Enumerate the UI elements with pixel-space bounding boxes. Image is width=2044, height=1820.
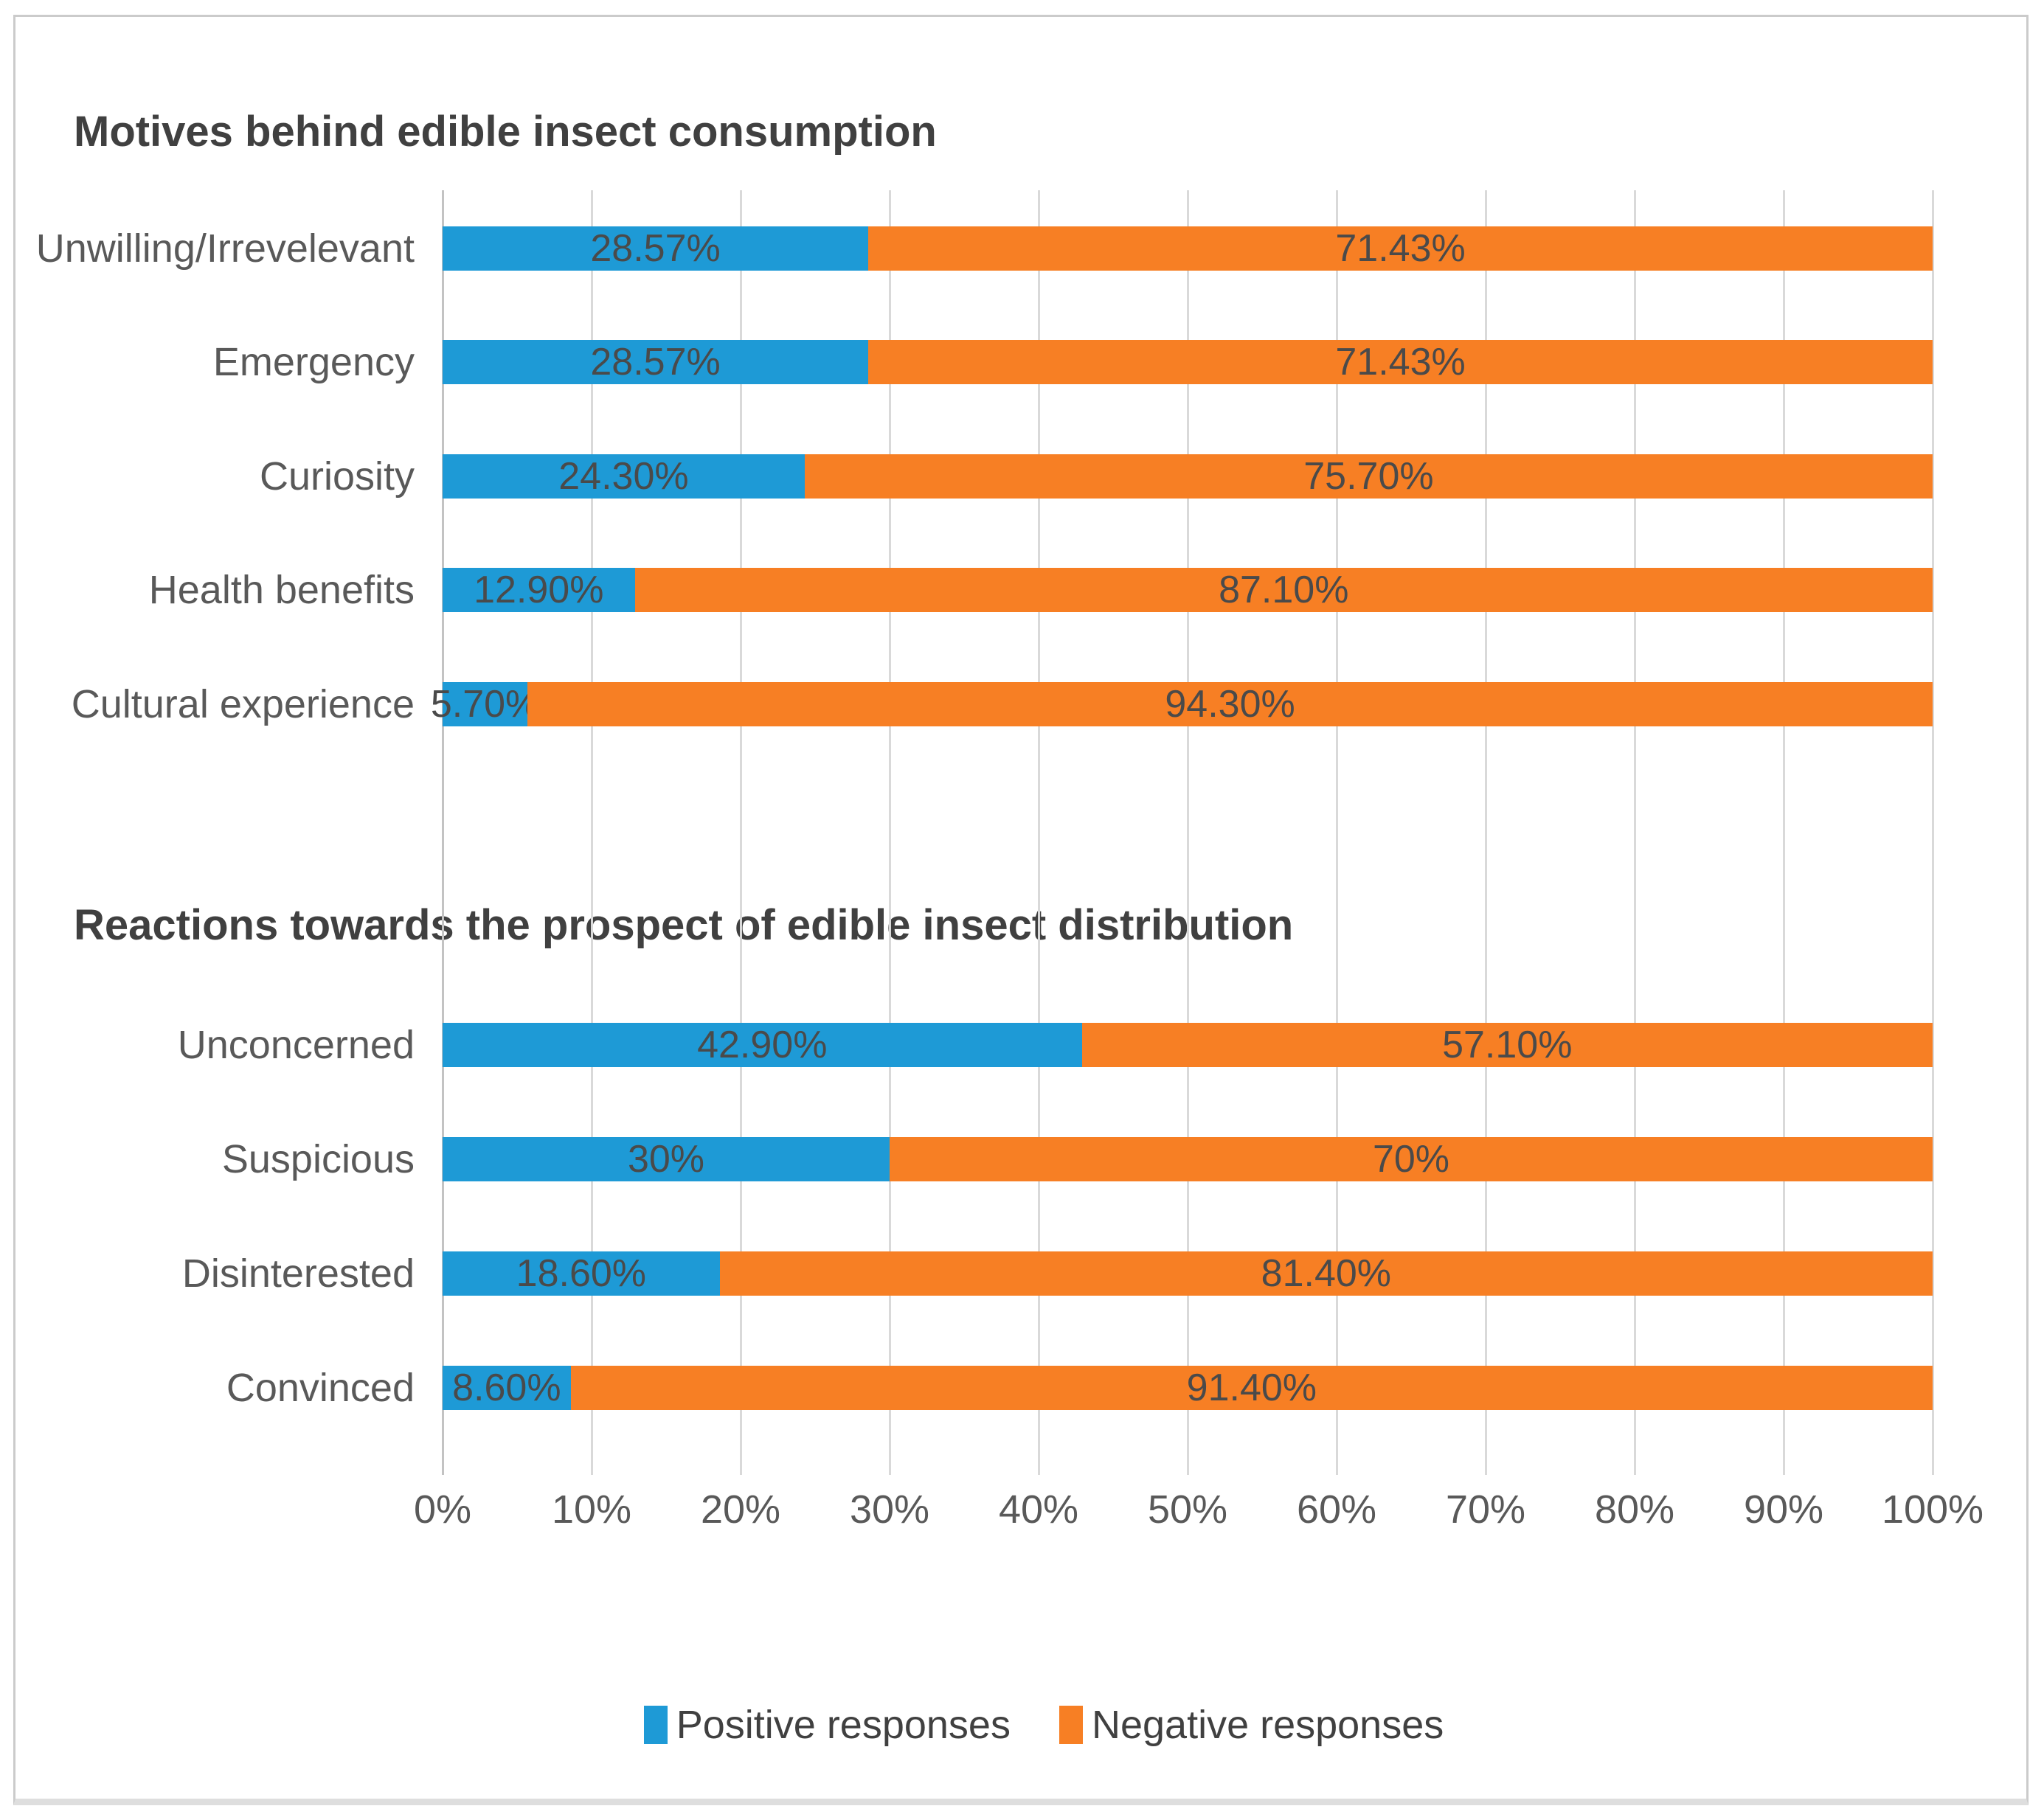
positive-value-label: 30% xyxy=(627,1138,705,1181)
negative-bar-segment: 91.40% xyxy=(570,1366,1933,1410)
positive-bar-segment: 28.57% xyxy=(443,226,869,271)
negative-value-label: 81.40% xyxy=(1261,1252,1392,1295)
x-tick-label: 90% xyxy=(1743,1487,1824,1532)
positive-bar-segment: 5.70% xyxy=(431,682,539,726)
positive-bar-segment: 30% xyxy=(443,1137,890,1181)
positive-value-label: 18.60% xyxy=(516,1252,647,1295)
gridline xyxy=(1038,190,1040,1475)
positive-bar-segment: 12.90% xyxy=(443,568,635,612)
category-label: Convinced xyxy=(226,1366,415,1410)
negative-bar-segment: 81.40% xyxy=(719,1251,1933,1296)
x-tick-label: 100% xyxy=(1881,1487,1984,1532)
gridline xyxy=(1485,190,1487,1475)
legend-item-negative: Negative responses xyxy=(1059,1705,1444,1745)
gridline xyxy=(1932,190,1934,1475)
positive-value-label: 12.90% xyxy=(474,569,604,611)
negative-value-label: 57.10% xyxy=(1442,1024,1573,1066)
x-tick-label: 60% xyxy=(1296,1487,1377,1532)
negative-bar-segment: 71.43% xyxy=(868,226,1933,271)
gridline xyxy=(1634,190,1636,1475)
negative-bar-segment: 87.10% xyxy=(634,568,1933,612)
negative-value-label: 71.43% xyxy=(1335,227,1466,270)
legend-label-positive: Positive responses xyxy=(676,1703,1011,1747)
category-label: Disinterested xyxy=(181,1251,415,1296)
gridline xyxy=(1336,190,1338,1475)
positive-value-label: 42.90% xyxy=(697,1024,828,1066)
negative-bar-segment: 71.43% xyxy=(868,340,1933,384)
legend-label-negative: Negative responses xyxy=(1091,1703,1444,1747)
negative-value-label: 87.10% xyxy=(1219,569,1349,611)
category-label: Unconcerned xyxy=(177,1023,415,1067)
x-tick-label: 30% xyxy=(849,1487,930,1532)
gridline xyxy=(1783,190,1785,1475)
positive-bar-segment: 8.60% xyxy=(443,1366,571,1410)
category-label: Unwilling/Irrevelevant xyxy=(35,226,415,271)
x-tick-label: 10% xyxy=(551,1487,632,1532)
negative-value-label: 91.40% xyxy=(1186,1366,1317,1409)
positive-bar-segment: 18.60% xyxy=(443,1251,720,1296)
negative-series-swatch-icon xyxy=(1059,1706,1083,1744)
legend-item-positive: Positive responses xyxy=(643,1703,1011,1747)
positive-bar-segment: 42.90% xyxy=(443,1023,1082,1067)
negative-value-label: 70% xyxy=(1372,1138,1450,1181)
x-tick-label: 50% xyxy=(1147,1487,1228,1532)
negative-bar-segment: 94.30% xyxy=(527,682,1933,726)
section2-title: Reactions towards the prospect of edible… xyxy=(74,901,1294,949)
positive-value-label: 24.30% xyxy=(558,455,689,498)
positive-value-label: 28.57% xyxy=(590,341,721,383)
positive-series-swatch-icon xyxy=(643,1706,668,1744)
x-tick-label: 20% xyxy=(700,1487,781,1532)
x-tick-label: 80% xyxy=(1594,1487,1675,1532)
positive-value-label: 8.60% xyxy=(452,1366,561,1409)
category-label: Health benefits xyxy=(148,568,415,612)
gridline xyxy=(591,190,593,1475)
positive-value-label: 28.57% xyxy=(590,227,721,270)
category-label: Curiosity xyxy=(259,454,415,499)
x-tick-label: 40% xyxy=(998,1487,1079,1532)
positive-value-label: 5.70% xyxy=(430,683,540,726)
negative-bar-segment: 57.10% xyxy=(1081,1023,1933,1067)
gridline xyxy=(1187,190,1189,1475)
positive-bar-segment: 28.57% xyxy=(443,340,869,384)
legend: Positive responses Negative responses xyxy=(0,1705,2044,1745)
negative-value-label: 71.43% xyxy=(1335,341,1466,383)
negative-value-label: 94.30% xyxy=(1165,683,1295,726)
positive-bar-segment: 24.30% xyxy=(443,454,805,499)
category-label: Cultural experience xyxy=(71,682,415,726)
negative-value-label: 75.70% xyxy=(1303,455,1434,498)
gridline xyxy=(889,190,891,1475)
category-label: Emergency xyxy=(212,340,415,384)
section1-title: Motives behind edible insect consumption xyxy=(74,108,937,156)
x-tick-label: 70% xyxy=(1445,1487,1526,1532)
gridline xyxy=(740,190,742,1475)
negative-bar-segment: 70% xyxy=(890,1137,1933,1181)
x-tick-label: 0% xyxy=(413,1487,472,1532)
category-axis-line xyxy=(442,190,444,1475)
category-label: Suspicious xyxy=(221,1137,415,1181)
negative-bar-segment: 75.70% xyxy=(804,454,1933,499)
